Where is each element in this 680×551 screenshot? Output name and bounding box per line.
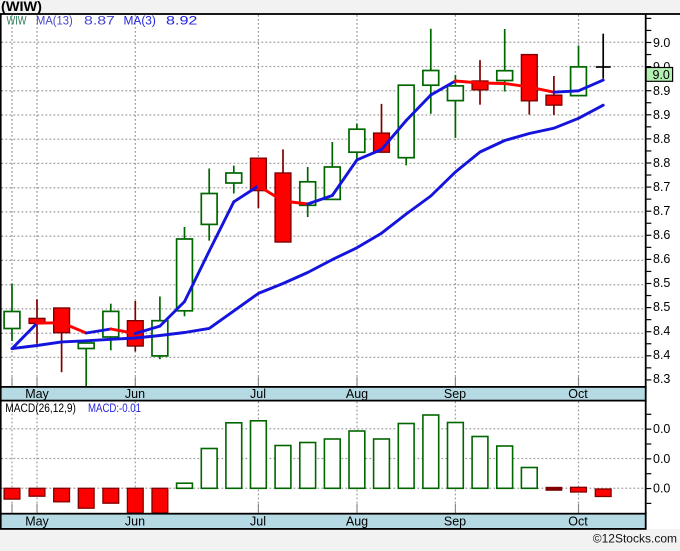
svg-text:Jul: Jul [250, 514, 266, 528]
svg-text:8.6: 8.6 [653, 252, 670, 266]
svg-text:8.6: 8.6 [653, 228, 670, 242]
svg-text:8.8: 8.8 [653, 132, 670, 146]
svg-text:Jun: Jun [125, 514, 145, 528]
svg-text:8.3: 8.3 [653, 372, 670, 386]
svg-text:8.7: 8.7 [653, 180, 670, 194]
svg-text:May: May [25, 514, 49, 528]
svg-text:Oct: Oct [568, 514, 588, 528]
svg-text:Sep: Sep [444, 387, 466, 401]
svg-text:0.0: 0.0 [653, 422, 670, 436]
svg-text:8.8: 8.8 [653, 156, 670, 170]
svg-text:9.0: 9.0 [653, 68, 670, 82]
svg-text:8.92: 8.92 [166, 16, 197, 28]
svg-text:9.0: 9.0 [653, 36, 670, 50]
svg-text:MACD(26,12,9): MACD(26,12,9) [5, 403, 76, 415]
svg-text:8.5: 8.5 [653, 276, 670, 290]
svg-text:8.5: 8.5 [653, 300, 670, 314]
svg-text:0.0: 0.0 [653, 452, 670, 466]
svg-text:WIW: WIW [7, 16, 27, 28]
svg-text:MA(3): MA(3) [124, 16, 157, 28]
svg-text:May: May [25, 387, 49, 401]
svg-text:8.9: 8.9 [653, 108, 670, 122]
svg-text:8.4: 8.4 [653, 324, 670, 338]
svg-text:©12Stocks.com: ©12Stocks.com [593, 532, 677, 546]
svg-text:0.0: 0.0 [653, 482, 670, 496]
svg-text:MA(13): MA(13) [36, 16, 73, 28]
svg-text:8.4: 8.4 [653, 348, 670, 362]
svg-text:8.7: 8.7 [653, 204, 670, 218]
svg-text:8.9: 8.9 [653, 84, 670, 98]
svg-text:Aug: Aug [346, 514, 368, 528]
svg-text:(WIW): (WIW) [1, 0, 42, 14]
svg-text:Oct: Oct [568, 387, 588, 401]
svg-text:Sep: Sep [444, 514, 466, 528]
svg-text:Aug: Aug [346, 387, 368, 401]
svg-text:Jul: Jul [250, 387, 266, 401]
svg-text:8.87: 8.87 [84, 16, 115, 28]
svg-text:Jun: Jun [125, 387, 145, 401]
svg-text:MACD:-0.01: MACD:-0.01 [88, 403, 141, 415]
